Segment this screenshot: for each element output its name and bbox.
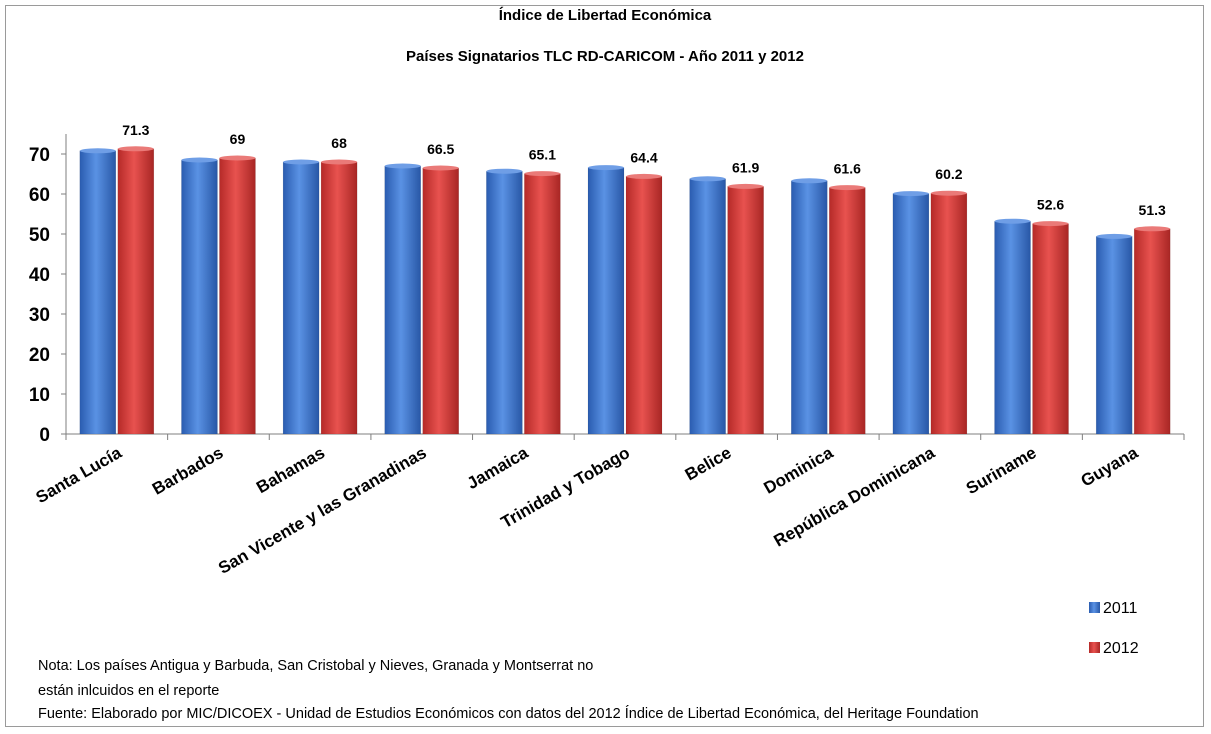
bar-2011-9 xyxy=(892,193,930,435)
bar-top-2012-10 xyxy=(1032,221,1069,227)
y-axis: 0 10 20 30 40 50 60 70 xyxy=(29,134,67,446)
bar-top-2011-1 xyxy=(79,148,116,154)
x-tick-label: Belice xyxy=(682,443,735,485)
legend-item-2012: 2012 xyxy=(1089,640,1139,657)
bar-top-2012-8 xyxy=(829,185,866,191)
bar-2011-8 xyxy=(791,180,828,435)
data-label: 71.3 xyxy=(122,122,149,138)
bar-top-2011-9 xyxy=(892,191,929,197)
bar-top-2012-4 xyxy=(422,165,459,171)
legend: 2011 2012 xyxy=(1089,600,1139,657)
bar-top-2012-5 xyxy=(524,171,561,177)
bar-2012-5 xyxy=(524,173,561,435)
data-label: 69 xyxy=(230,131,246,147)
y-tick-label: 30 xyxy=(29,305,50,326)
bar-top-2011-5 xyxy=(486,168,523,174)
bar-2012-3 xyxy=(320,161,358,435)
legend-swatch-2011 xyxy=(1089,602,1100,613)
chart-subtitle: Países Signatarios TLC RD-CARICOM - Año … xyxy=(406,48,804,65)
bars xyxy=(79,146,1171,435)
bar-2011-11 xyxy=(1095,236,1133,435)
bar-top-2012-2 xyxy=(219,155,256,161)
data-labels: 71.3 69 68 66.5 65.1 64.4 61.9 61.6 60.2 52.6 51.3 xyxy=(122,122,1166,218)
legend-label-2012: 2012 xyxy=(1103,640,1139,657)
bar-2012-1 xyxy=(117,148,155,435)
bar-top-2011-8 xyxy=(791,178,828,184)
y-tick-label: 10 xyxy=(29,385,50,406)
data-label: 68 xyxy=(331,135,347,151)
y-tick-label: 60 xyxy=(29,185,50,206)
x-tick-label: San Vicente y las Granadinas xyxy=(215,443,430,578)
bar-2012-6 xyxy=(625,176,663,435)
data-label: 65.1 xyxy=(529,147,556,163)
bar-2011-1 xyxy=(79,150,117,435)
note-line-2: están inlcuidos en el reporte xyxy=(38,683,220,699)
note-line-1: Nota: Los países Antigua y Barbuda, San … xyxy=(38,658,594,674)
bar-top-2011-4 xyxy=(384,163,421,169)
bar-2011-7 xyxy=(689,178,726,435)
data-label: 52.6 xyxy=(1037,197,1064,213)
chart-title: Índice de Libertad Económica xyxy=(499,7,712,24)
data-label: 66.5 xyxy=(427,141,454,157)
bar-top-2011-3 xyxy=(283,159,320,165)
bar-top-2012-3 xyxy=(321,159,358,165)
bar-2011-2 xyxy=(181,159,218,435)
bar-top-2011-7 xyxy=(689,176,726,182)
x-tick-label: Suriname xyxy=(963,443,1040,498)
source-note: Fuente: Elaborado por MIC/DICOEX - Unida… xyxy=(38,706,979,722)
bar-2011-3 xyxy=(282,161,320,435)
bar-top-2012-1 xyxy=(117,146,154,152)
x-tick-label: República Dominicana xyxy=(771,443,939,551)
data-label: 60.2 xyxy=(935,166,962,182)
bar-top-2012-9 xyxy=(930,190,967,196)
bar-2011-5 xyxy=(486,170,523,435)
x-tick-label: Guyana xyxy=(1078,443,1142,491)
bar-2012-4 xyxy=(422,167,459,435)
legend-item-2011: 2011 xyxy=(1089,600,1138,617)
bar-top-2011-10 xyxy=(994,218,1031,224)
x-tick-label: Jamaica xyxy=(464,443,532,493)
bar-top-2012-11 xyxy=(1134,226,1171,232)
bar-2012-10 xyxy=(1032,223,1069,435)
bar-top-2012-7 xyxy=(727,183,764,189)
y-tick-label: 40 xyxy=(29,265,50,286)
data-label: 64.4 xyxy=(630,149,657,165)
x-tick-label: Bahamas xyxy=(253,443,328,497)
y-tick-label: 0 xyxy=(39,425,50,446)
bar-top-2011-2 xyxy=(181,157,218,163)
data-label: 51.3 xyxy=(1139,202,1166,218)
bar-2011-10 xyxy=(994,220,1031,435)
x-tick-label: Barbados xyxy=(149,443,226,499)
bar-top-2012-6 xyxy=(626,173,662,179)
legend-swatch-2012 xyxy=(1089,642,1100,653)
y-tick-label: 70 xyxy=(29,145,50,166)
bar-2012-2 xyxy=(219,157,256,435)
bar-2012-8 xyxy=(829,187,866,435)
bar-top-2011-11 xyxy=(1096,233,1133,239)
data-label: 61.9 xyxy=(732,159,759,175)
y-tick-label: 50 xyxy=(29,225,50,246)
data-label: 61.6 xyxy=(834,161,861,177)
bar-top-2011-6 xyxy=(588,165,624,171)
bar-2011-6 xyxy=(587,167,625,435)
bar-2012-9 xyxy=(930,192,968,435)
bar-2012-11 xyxy=(1133,228,1171,435)
legend-label-2011: 2011 xyxy=(1103,600,1138,617)
bar-2012-7 xyxy=(727,186,764,435)
x-tick-label: Santa Lucía xyxy=(33,443,126,507)
y-tick-label: 20 xyxy=(29,345,50,366)
x-tick-label: Dominica xyxy=(760,443,836,498)
bar-2011-4 xyxy=(384,165,421,435)
x-axis xyxy=(65,433,1185,440)
